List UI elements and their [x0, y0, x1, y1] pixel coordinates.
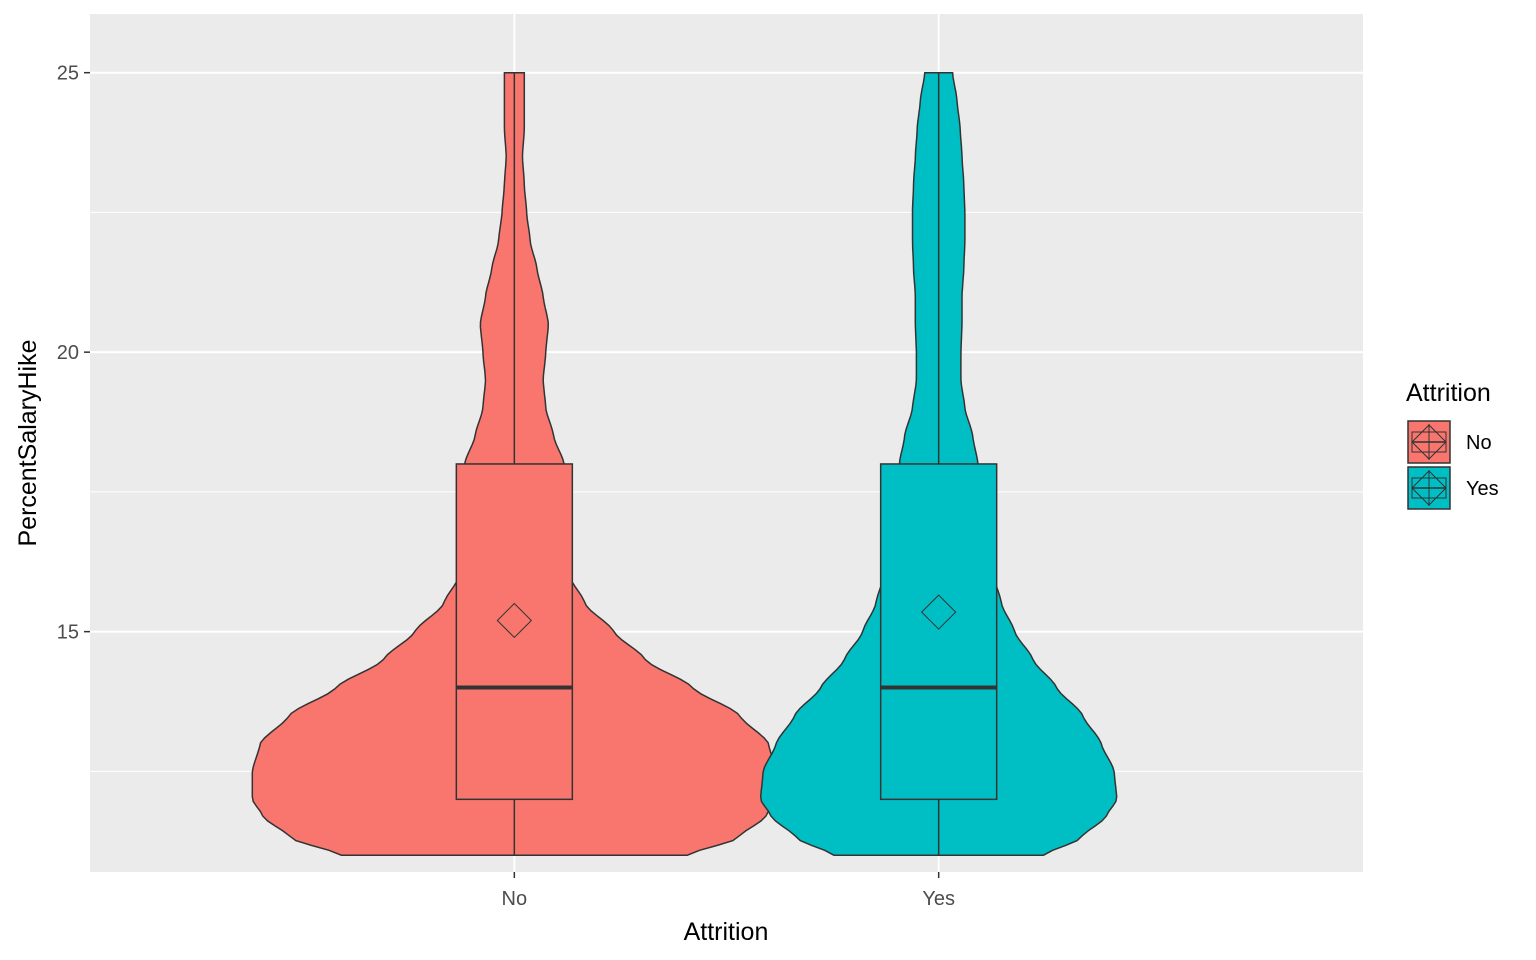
- boxplots: [455, 72, 998, 856]
- y-tick-label: 25: [57, 63, 79, 85]
- mean-marker-yes: [920, 594, 957, 630]
- legend-label-yes: Yes: [1466, 478, 1499, 500]
- legend-title: Attrition: [1406, 379, 1491, 407]
- legend-key-mean-icon: [1411, 424, 1447, 460]
- mean-markers: [496, 594, 957, 639]
- legend-entry-yes: Yes: [1407, 466, 1499, 510]
- x-tick-label: No: [502, 888, 528, 910]
- y-tick-label: 20: [57, 342, 79, 364]
- axes: 15 20 25 No Yes: [57, 63, 955, 910]
- legend: Attrition No Yes: [1406, 379, 1499, 510]
- legend-label-no: No: [1466, 432, 1492, 454]
- box-no: [455, 463, 574, 801]
- x-axis-title: Attrition: [684, 918, 769, 946]
- box-yes: [879, 463, 998, 801]
- y-axis-title: PercentSalaryHike: [14, 339, 42, 546]
- legend-key-mean-icon: [1411, 470, 1447, 506]
- y-tick-label: 15: [57, 622, 79, 644]
- x-tick-label: Yes: [922, 888, 955, 910]
- mean-marker-no: [496, 602, 533, 639]
- legend-entry-no: No: [1407, 420, 1492, 464]
